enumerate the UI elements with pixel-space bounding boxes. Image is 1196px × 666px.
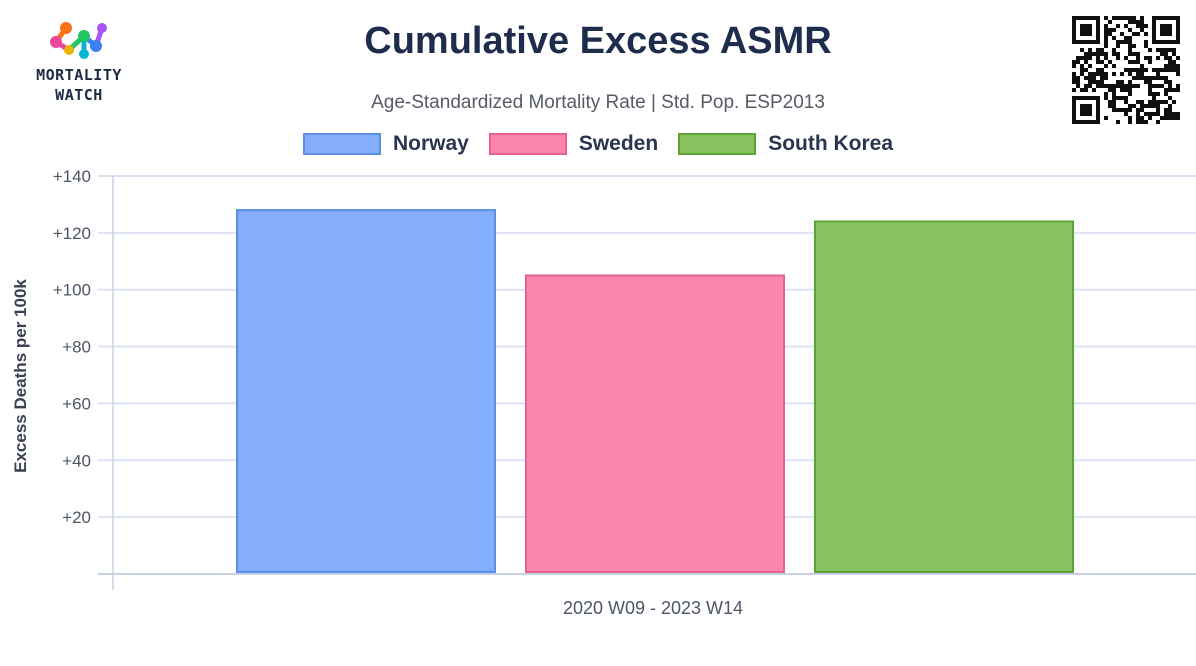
legend-item-south-korea[interactable]: South Korea [678,132,893,156]
logo-text-line1: MORTALITY [36,66,122,84]
qr-code-pattern [1072,16,1180,124]
mortality-watch-logo[interactable]: MORTALITY WATCH [14,18,144,108]
bar-norway[interactable] [236,209,496,573]
y-axis-ticks: +20 +40 +60 +80 +100 +120 +140 [53,167,91,527]
y-tick-label: +100 [53,281,91,300]
chart-title: Cumulative Excess ASMR [364,20,832,62]
y-tick-label: +20 [62,508,91,527]
bars [236,209,1074,573]
legend-label-south-korea: South Korea [768,132,894,155]
y-tick-label: +120 [53,224,91,243]
bar-south-korea[interactable] [814,220,1074,573]
legend-item-norway[interactable]: Norway [302,132,469,156]
y-tick-label: +40 [62,451,91,470]
bar-sweden[interactable] [525,274,785,573]
legend-swatch-norway [302,133,381,155]
legend-swatch-sweden [488,133,567,155]
legend-swatch-south-korea [678,133,757,155]
y-tick-label: +60 [62,394,91,413]
legend-label-norway: Norway [392,132,469,155]
y-tick-label: +80 [62,338,91,357]
legend: Norway Sweden South Korea [0,132,1196,156]
y-axis-title: Excess Deaths per 100k [11,279,30,473]
qr-code-icon[interactable] [1072,16,1180,124]
x-tick-label: 2020 W09 - 2023 W14 [563,598,743,618]
legend-item-sweden[interactable]: Sweden [488,132,659,156]
chart-subtitle: Age-Standardized Mortality Rate | Std. P… [371,92,825,113]
legend-label-sweden: Sweden [578,132,659,155]
molecule-logo-icon [50,22,107,59]
y-tick-label: +140 [53,167,91,186]
logo-text-line2: WATCH [55,86,103,104]
